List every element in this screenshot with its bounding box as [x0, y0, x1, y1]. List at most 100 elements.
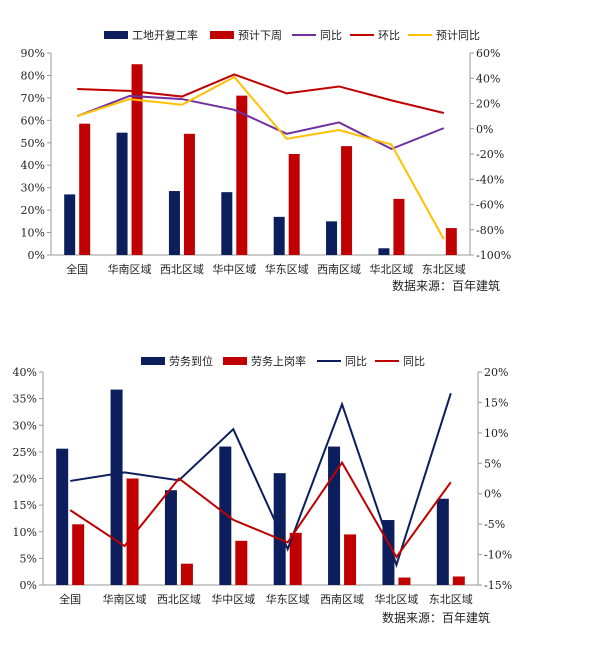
line-同比: [70, 392, 452, 569]
category-label: 西北区域: [160, 263, 204, 276]
right-tick-label: 10%: [484, 427, 508, 440]
legend-label: 环比: [378, 29, 400, 42]
category-label: 西北区域: [157, 593, 201, 606]
left-tick-label: 30%: [13, 419, 37, 432]
left-tick-label: 30%: [21, 182, 45, 195]
bar-工地开复工率: [378, 248, 390, 255]
category-label: 全国: [66, 262, 88, 276]
left-tick-label: 80%: [21, 69, 45, 82]
left-tick-label: 90%: [21, 47, 45, 60]
bar-工地开复工率: [116, 132, 128, 255]
legend-label: 同比: [320, 29, 342, 42]
line-预计同比: [76, 75, 445, 240]
left-tick-label: 0%: [20, 579, 37, 592]
category-label: 华东区域: [265, 262, 309, 276]
category-label: 华中区域: [212, 262, 256, 276]
chart-site-resumption: 0% 10% 20% 30% 40% 50% 60% 70% 80% 90% -100% -80% -6…: [21, 28, 512, 293]
bar-预计下周: [288, 154, 300, 255]
bar-预计下周: [183, 133, 195, 255]
left-tick-label: 35%: [13, 393, 37, 406]
category-label: 东北区域: [422, 263, 466, 276]
category-label: 东北区域: [429, 593, 473, 606]
source-note: 数据来源：百年建筑: [382, 610, 490, 625]
legend-swatch: [223, 357, 247, 365]
legend-swatch: [104, 31, 128, 39]
right-tick-label: 0%: [476, 123, 493, 136]
category-label: 华北区域: [369, 262, 413, 276]
right-tick-label: 20%: [476, 98, 500, 111]
right-tick-label: 20%: [484, 366, 508, 379]
bar-工地开复工率: [168, 191, 180, 255]
category-label: 华东区域: [266, 592, 310, 606]
bar-工地开复工率: [273, 216, 285, 255]
right-tick-label: -10%: [484, 549, 512, 562]
legend-label: 工地开复工率: [132, 28, 198, 42]
legend-label: 预计下周: [238, 29, 282, 42]
right-tick-label: -20%: [476, 148, 504, 161]
bar-工地开复工率: [221, 192, 233, 255]
legend-label: 劳务上岗率: [251, 354, 306, 368]
right-tick-label: 15%: [484, 396, 508, 409]
bar-劳务到位: [110, 389, 123, 585]
right-tick-label: 40%: [476, 72, 500, 85]
left-tick-label: 25%: [13, 446, 37, 459]
category-label: 华北区域: [374, 592, 418, 606]
left-tick-label: 60%: [21, 114, 45, 127]
bar-劳务到位: [219, 446, 232, 585]
right-tick-label: -5%: [484, 518, 505, 531]
line-同比: [76, 94, 445, 151]
legend-label: 劳务到位: [169, 354, 213, 368]
category-label: 华南区域: [108, 262, 152, 276]
category-label: 华南区域: [103, 592, 147, 606]
right-tick-label: -40%: [476, 173, 504, 186]
left-tick-label: 40%: [13, 366, 37, 379]
left-tick-label: 15%: [13, 499, 37, 512]
bar-劳务到位: [56, 448, 69, 585]
category-label: 华中区域: [211, 592, 255, 606]
legend-label: 同比: [403, 355, 425, 368]
bar-劳务上岗率: [72, 524, 85, 585]
category-label: 全国: [59, 592, 81, 606]
legend-swatch: [210, 31, 234, 39]
bar-预计下周: [341, 146, 353, 255]
bar-劳务到位: [164, 490, 177, 585]
bar-劳务到位: [328, 446, 341, 585]
bar-劳务上岗率: [180, 563, 193, 585]
left-tick-label: 0%: [28, 249, 45, 262]
left-tick-label: 70%: [21, 92, 45, 105]
legend-label: 同比: [345, 355, 367, 368]
bar-工地开复工率: [326, 221, 338, 255]
bar-劳务上岗率: [344, 534, 357, 585]
legend-label: 预计同比: [436, 29, 480, 42]
chart-labor-arrival: 0% 5% 10% 15% 20% 25% 30% 35% 40% -15% -10% -5% 0% 5%…: [13, 354, 513, 625]
bar-预计下周: [79, 123, 91, 255]
left-tick-label: 20%: [13, 473, 37, 486]
left-tick-label: 10%: [13, 526, 37, 539]
bar-劳务上岗率: [126, 478, 139, 585]
left-tick-label: 20%: [21, 204, 45, 217]
left-tick-label: 50%: [21, 137, 45, 150]
right-tick-label: -60%: [476, 199, 504, 212]
bar-劳务到位: [436, 498, 449, 585]
left-tick-label: 5%: [20, 552, 37, 565]
bar-预计下周: [131, 64, 143, 255]
right-tick-label: 0%: [484, 488, 501, 501]
right-tick-label: -80%: [476, 224, 504, 237]
line-环比: [77, 73, 445, 114]
bar-工地开复工率: [64, 194, 76, 255]
right-tick-label: -15%: [484, 579, 512, 592]
bar-预计下周: [236, 95, 248, 256]
legend-swatch: [141, 357, 165, 365]
left-tick-label: 40%: [21, 159, 45, 172]
bar-预计下周: [445, 228, 457, 255]
bar-劳务上岗率: [289, 532, 302, 585]
category-label: 西南区域: [320, 593, 364, 606]
left-tick-label: 10%: [21, 227, 45, 240]
line-同比: [69, 460, 452, 559]
category-label: 西南区域: [317, 263, 361, 276]
bar-劳务上岗率: [452, 576, 465, 585]
bar-劳务上岗率: [398, 577, 411, 585]
source-note: 数据来源：百年建筑: [392, 278, 500, 293]
bar-劳务上岗率: [235, 540, 248, 585]
right-tick-label: 5%: [484, 457, 501, 470]
